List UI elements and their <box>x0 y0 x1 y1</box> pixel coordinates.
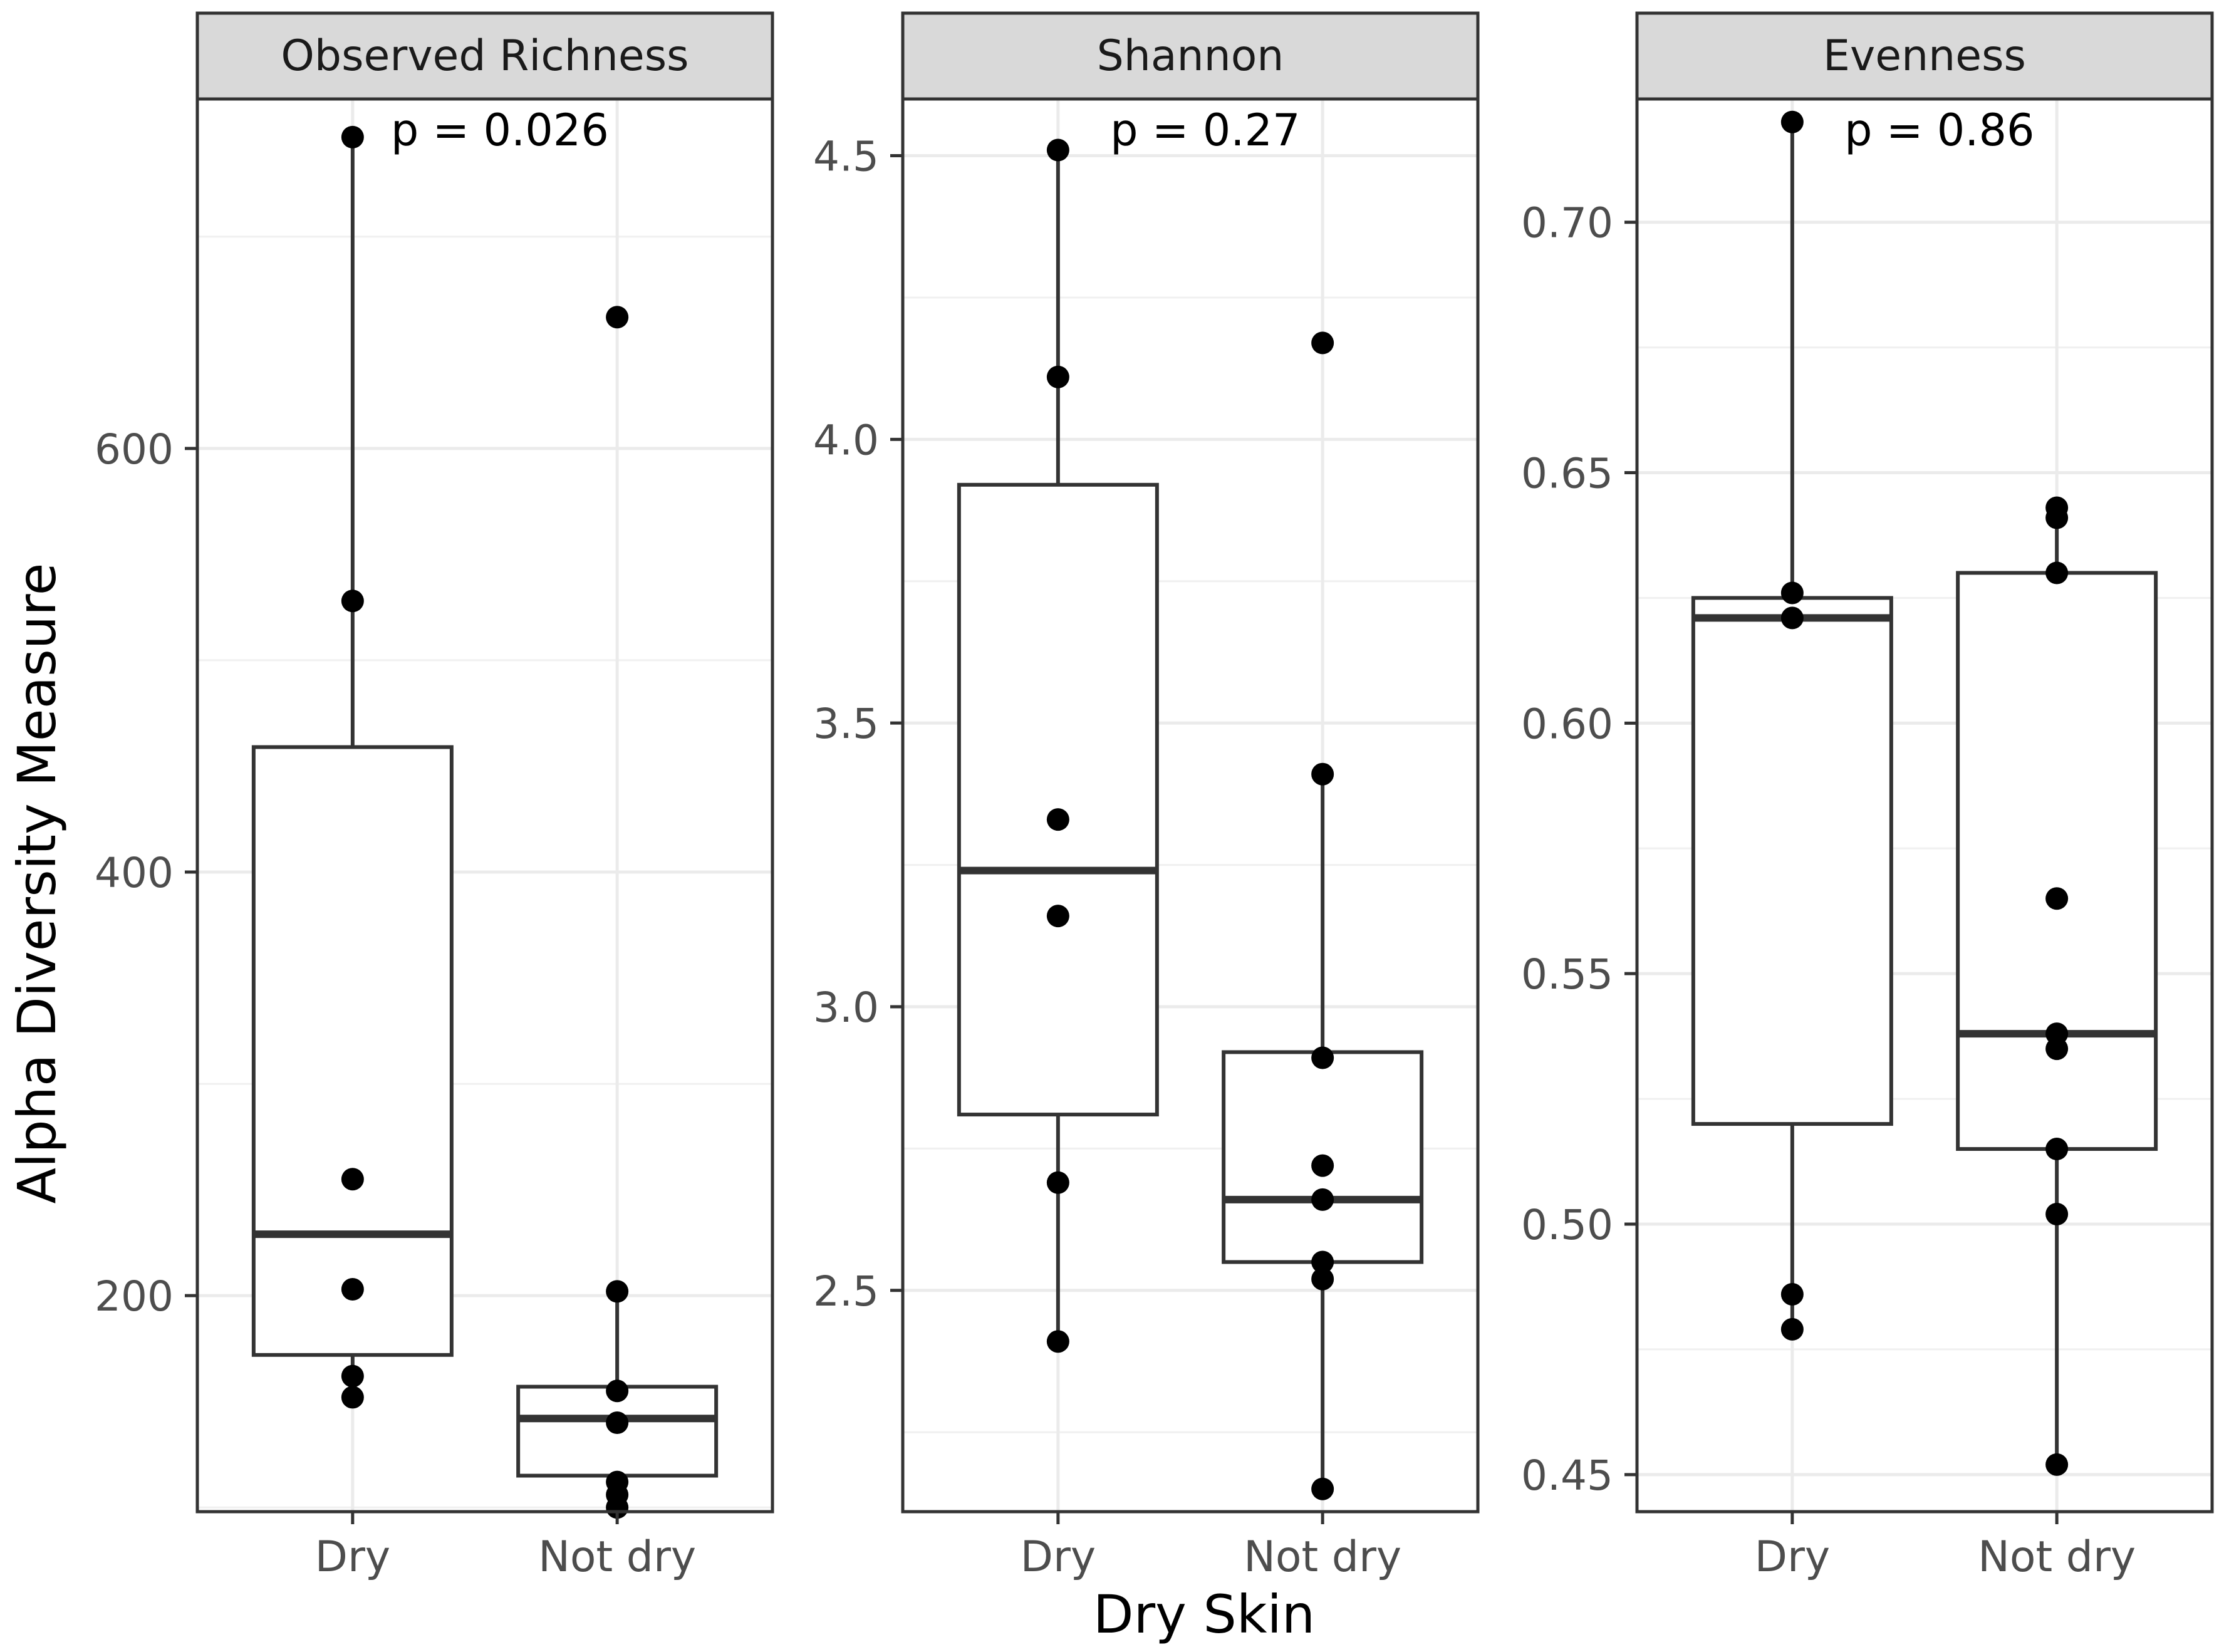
data-point <box>1046 365 1069 388</box>
box-iqr <box>251 745 454 1357</box>
box-dry <box>957 150 1159 1342</box>
data-point <box>341 1168 364 1191</box>
data-point <box>606 1411 629 1435</box>
panel-0: Observed Richness p = 0.026 200 400 600 Dry No… <box>95 11 774 1582</box>
box-iqr <box>1956 571 2158 1151</box>
box-iqr <box>957 482 1159 1117</box>
box-dry <box>1691 122 1893 1329</box>
y-tick-label: 0.60 <box>1521 700 1613 748</box>
panel-2: Evenness p = 0.86 0.45 0.50 0.55 0.60 0.65 0.70… <box>1521 11 2214 1582</box>
y-tick-label: 400 <box>95 849 174 897</box>
data-point <box>1780 581 1804 605</box>
x-tick-label: Not dry <box>538 1532 696 1582</box>
x-tick-label: Not dry <box>1978 1532 2136 1582</box>
data-point <box>1046 138 1069 162</box>
data-point <box>1046 808 1069 831</box>
box-dry <box>251 137 454 1398</box>
box-not-dry <box>516 1291 719 1508</box>
data-point <box>2045 561 2069 584</box>
data-point <box>2045 1138 2069 1161</box>
data-point <box>2045 506 2069 529</box>
data-point <box>341 1278 364 1301</box>
x-tick-label: Dry <box>1021 1532 1096 1582</box>
p-value-label: p = 0.86 <box>1844 105 2034 156</box>
data-point <box>1311 1477 1334 1500</box>
data-point <box>1780 606 1804 630</box>
data-point <box>1046 1330 1069 1353</box>
y-tick-label: 4.0 <box>813 416 879 464</box>
facet-strip <box>1635 11 2214 101</box>
x-axis-title: Dry Skin <box>1093 1584 1315 1645</box>
data-point <box>2045 1037 2069 1061</box>
data-point <box>606 1379 629 1403</box>
data-point <box>1311 762 1334 786</box>
facet-title: Shannon <box>1097 31 1284 81</box>
y-tick-label: 0.50 <box>1521 1201 1613 1249</box>
facet-title: Evenness <box>1823 31 2026 81</box>
facet-strip <box>195 11 774 101</box>
y-tick-label: 3.5 <box>813 700 879 748</box>
y-tick-label: 0.55 <box>1521 950 1613 999</box>
y-tick-label: 0.65 <box>1521 450 1613 498</box>
data-point <box>341 1364 364 1388</box>
y-tick-label: 600 <box>95 425 174 474</box>
y-tick-label: 200 <box>95 1272 174 1321</box>
panel-1: Shannon p = 0.27 2.5 3.0 3.5 4.0 4.5 Dry Not dry <box>813 11 1480 1582</box>
data-point <box>1311 1046 1334 1069</box>
data-point <box>2045 1203 2069 1226</box>
p-value-label: p = 0.27 <box>1110 105 1300 156</box>
box-iqr <box>1691 596 1893 1126</box>
data-point <box>2045 1453 2069 1476</box>
y-tick-label: 3.0 <box>813 984 879 1032</box>
data-point <box>1311 1267 1334 1291</box>
y-tick-label: 2.5 <box>813 1267 879 1316</box>
data-point <box>341 125 364 148</box>
data-point <box>1311 1188 1334 1211</box>
data-point <box>2045 887 2069 910</box>
data-point <box>341 1386 364 1409</box>
data-point <box>341 590 364 613</box>
data-point <box>1311 331 1334 355</box>
data-point <box>1046 905 1069 928</box>
data-point <box>1311 1154 1334 1177</box>
data-point <box>1046 1171 1069 1194</box>
x-tick-label: Dry <box>1755 1532 1831 1582</box>
data-point <box>1780 1317 1804 1341</box>
p-value-label: p = 0.026 <box>391 105 609 156</box>
data-point <box>606 306 629 329</box>
x-tick-label: Dry <box>315 1532 391 1582</box>
data-point <box>1311 1250 1334 1274</box>
y-axis-title: Alpha Diversity Measure <box>6 563 68 1204</box>
facet-strip <box>901 11 1480 101</box>
data-point <box>1780 1282 1804 1306</box>
facet-title: Observed Richness <box>281 31 689 81</box>
data-point <box>606 1280 629 1303</box>
y-tick-label: 0.70 <box>1521 199 1613 247</box>
data-point <box>1780 110 1804 133</box>
y-tick-label: 0.45 <box>1521 1452 1613 1500</box>
x-tick-label: Not dry <box>1244 1532 1401 1582</box>
y-tick-label: 4.5 <box>813 133 879 181</box>
